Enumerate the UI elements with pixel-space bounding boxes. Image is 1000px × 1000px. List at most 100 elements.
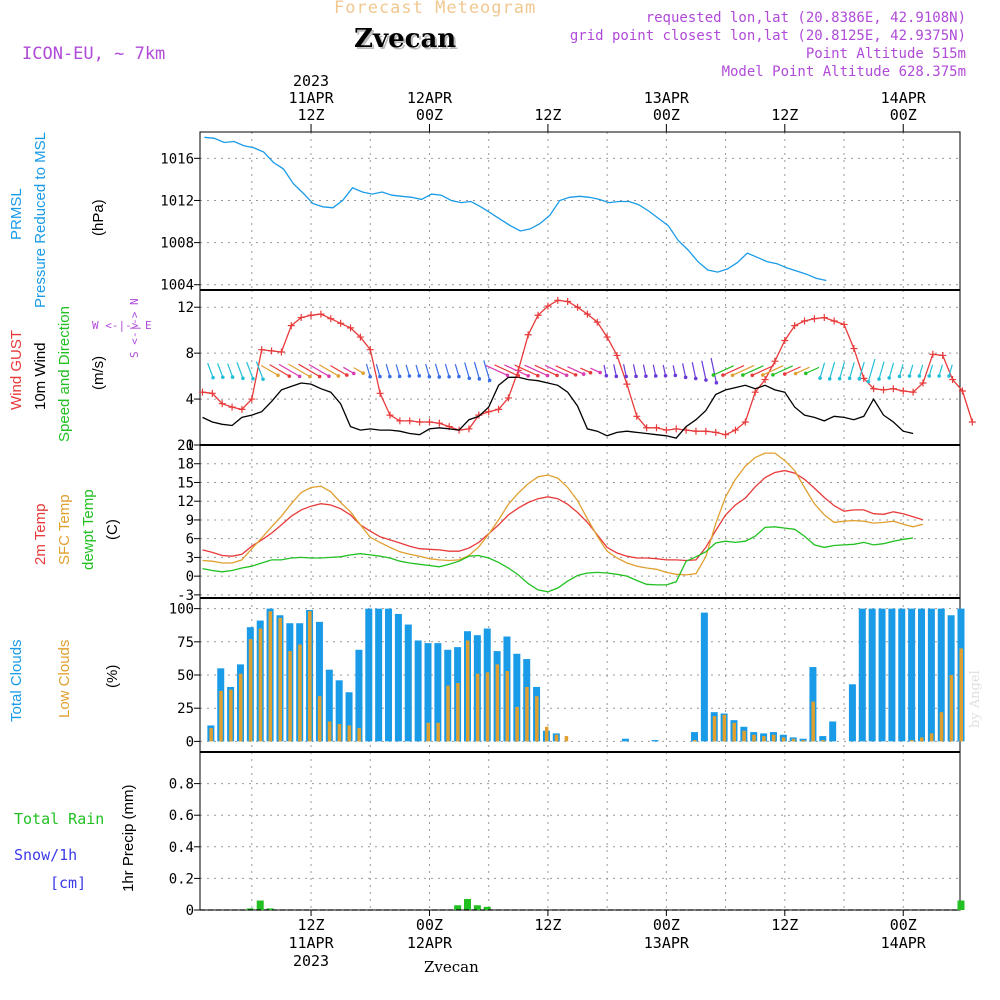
gust-marker bbox=[366, 346, 374, 354]
time-label-top: 00Z bbox=[416, 106, 443, 124]
bar-low-cloud bbox=[544, 726, 549, 742]
bar-total-cloud bbox=[365, 608, 373, 742]
wind-arrow bbox=[395, 364, 401, 377]
bar-low-cloud bbox=[209, 728, 213, 742]
bar-low-cloud bbox=[949, 675, 954, 742]
wind-arrow-head bbox=[887, 376, 892, 380]
gust-marker bbox=[347, 324, 355, 332]
bar-low-cloud bbox=[929, 733, 934, 742]
wind-arrow bbox=[534, 364, 558, 376]
bar-total-cloud bbox=[385, 608, 393, 742]
gust-marker bbox=[544, 302, 552, 310]
bar-low-cloud bbox=[722, 714, 727, 742]
y-tick-label: 12 bbox=[177, 494, 194, 510]
wind-arrow-head bbox=[847, 376, 852, 381]
bar-rain bbox=[256, 900, 264, 910]
bar-total-cloud bbox=[868, 608, 876, 742]
gust-marker bbox=[574, 303, 582, 311]
bar-low-cloud bbox=[959, 648, 963, 742]
requested-coords: requested lon,lat (20.8386E, 42.9108N) bbox=[645, 10, 966, 26]
bar-total-cloud bbox=[937, 608, 945, 742]
bar-low-cloud bbox=[781, 737, 786, 742]
gridpoint-coords: grid point closest lon,lat (20.8125E, 42… bbox=[569, 28, 966, 44]
wind-arrow bbox=[260, 364, 279, 376]
wind-arrow bbox=[504, 364, 529, 377]
wind-arrow bbox=[365, 363, 371, 377]
bar-rain bbox=[246, 908, 254, 910]
wind-arrow bbox=[425, 363, 430, 377]
y-tick-label: 8 bbox=[186, 346, 194, 362]
gust-marker bbox=[248, 395, 256, 403]
wind-arrow bbox=[938, 364, 943, 377]
wind-arrow-head bbox=[598, 370, 602, 375]
bar-low-cloud bbox=[258, 628, 263, 742]
wind-arrow bbox=[494, 364, 519, 377]
bar-low-cloud bbox=[742, 730, 746, 742]
gust-marker bbox=[534, 311, 542, 319]
wind-arrow bbox=[849, 362, 855, 379]
wind-arrow bbox=[278, 363, 300, 377]
bar-total-cloud bbox=[927, 608, 935, 742]
bar-rain bbox=[957, 900, 965, 910]
gust-marker bbox=[791, 322, 799, 330]
wind-arrow-head bbox=[704, 378, 708, 382]
gust-marker bbox=[929, 350, 937, 358]
wind-arrow-head bbox=[827, 377, 832, 381]
y-tick-label: 0 bbox=[186, 438, 194, 454]
y-tick-label: 15 bbox=[177, 475, 194, 491]
bar-low-cloud bbox=[811, 701, 815, 742]
wind-arrow bbox=[567, 366, 584, 375]
bar-low-cloud bbox=[436, 722, 440, 742]
wind-arrow-head bbox=[624, 374, 629, 379]
gust-marker bbox=[524, 331, 532, 339]
wind-arrow-head bbox=[211, 375, 215, 380]
wind-arrow-head bbox=[771, 373, 775, 377]
wind-arrow bbox=[642, 364, 647, 377]
y-tick-label: 0.8 bbox=[169, 777, 194, 793]
bar-total-cloud bbox=[513, 653, 521, 742]
bar-low-cloud bbox=[317, 696, 322, 742]
y-tick-label: 6 bbox=[186, 532, 194, 548]
bar-total-cloud bbox=[434, 643, 442, 742]
wind-arrow bbox=[772, 365, 793, 376]
bar-low-cloud bbox=[298, 644, 302, 742]
bar-low-cloud bbox=[712, 716, 717, 742]
bar-low-cloud bbox=[475, 673, 480, 742]
y-tick-label: 0 bbox=[186, 734, 194, 750]
p5-label-rain: Total Rain bbox=[14, 810, 105, 828]
gust-marker bbox=[504, 394, 512, 402]
time-label-bottom: 14APR bbox=[881, 934, 927, 952]
wind-arrow-head bbox=[947, 374, 951, 378]
gust-marker bbox=[850, 345, 858, 353]
wind-arrow bbox=[454, 364, 460, 377]
wind-arrow-head bbox=[573, 373, 578, 377]
bar-total-cloud bbox=[424, 643, 432, 742]
wind-arrow-head bbox=[397, 374, 402, 379]
gust-marker bbox=[702, 427, 710, 435]
gust-marker bbox=[198, 388, 206, 396]
wind-arrow-head bbox=[351, 371, 356, 376]
gust-marker bbox=[840, 320, 848, 328]
bar-total-cloud bbox=[325, 669, 333, 742]
wind-arrow bbox=[652, 364, 657, 377]
gust-marker bbox=[268, 347, 276, 355]
gust-marker bbox=[820, 314, 828, 322]
bar-low-cloud bbox=[485, 672, 490, 742]
time-label-top: 12APR bbox=[407, 89, 453, 107]
wind-arrow bbox=[762, 365, 784, 376]
gust-marker bbox=[889, 385, 897, 393]
gust-marker bbox=[386, 411, 394, 419]
wind-arrow bbox=[819, 362, 826, 379]
wind-arrow-head bbox=[907, 374, 912, 378]
wind-arrow-head bbox=[308, 374, 312, 379]
p5-label-cm: [cm] bbox=[50, 874, 87, 892]
gust-marker bbox=[623, 380, 631, 388]
y-tick-label: 25 bbox=[177, 701, 194, 717]
time-label-top: 12Z bbox=[771, 106, 798, 124]
wind-arrow bbox=[524, 364, 548, 377]
time-label-bottom: 12Z bbox=[534, 916, 561, 934]
bar-total-cloud bbox=[315, 621, 323, 742]
model-altitude: Model Point Altitude 628.375m bbox=[721, 64, 966, 80]
wind-arrow bbox=[829, 361, 836, 379]
gust-marker bbox=[406, 417, 414, 425]
